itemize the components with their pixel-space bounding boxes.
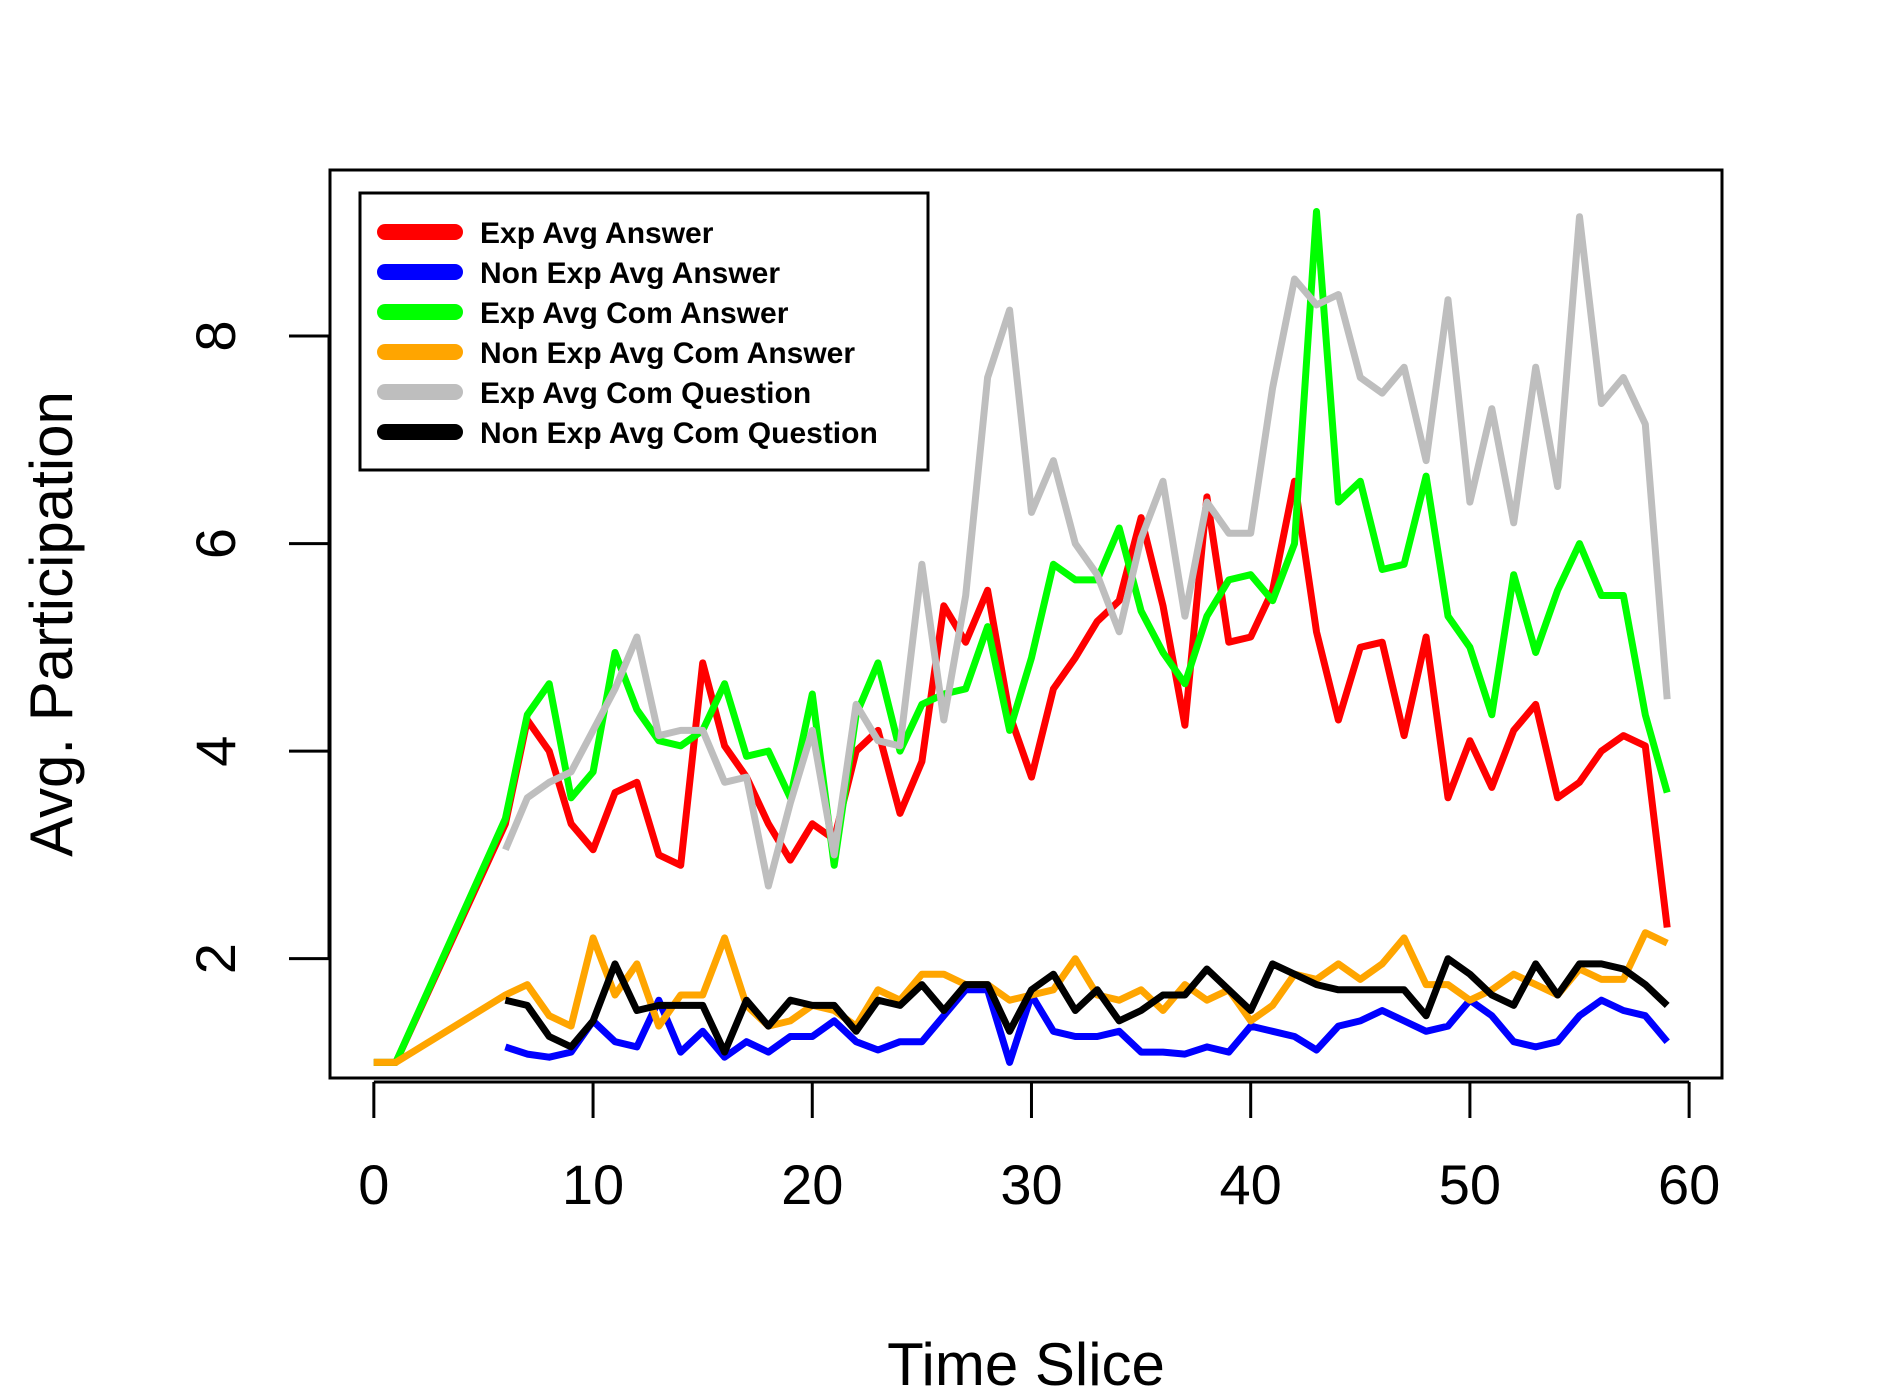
y-tick-label-2: 6 <box>184 528 247 559</box>
legend-label-5: Non Exp Avg Com Question <box>480 417 878 450</box>
x-tick-label-6: 60 <box>1658 1153 1720 1216</box>
x-tick-label-3: 30 <box>1000 1153 1062 1216</box>
x-tick-label-5: 50 <box>1439 1153 1501 1216</box>
series-line-1 <box>504 986 1670 1066</box>
x-tick-label-1: 10 <box>562 1153 624 1216</box>
legend-label-1: Non Exp Avg Answer <box>480 257 780 290</box>
x-tick-label-2: 20 <box>781 1153 843 1216</box>
series-line-3 <box>373 929 1669 1066</box>
legend: Exp Avg Answer Non Exp Avg Answer Exp Avg … <box>358 191 930 472</box>
y-tick-label-1: 4 <box>184 736 247 767</box>
x-tick-label-0: 0 <box>358 1153 389 1216</box>
series-line-5 <box>504 955 1670 1056</box>
x-axis: 0 10 20 30 40 50 60 <box>358 1080 1720 1216</box>
legend-label-3: Non Exp Avg Com Answer <box>480 337 855 370</box>
y-axis-title: Avg. Participation <box>18 391 85 857</box>
y-tick-label-0: 2 <box>184 943 247 974</box>
legend-label-2: Exp Avg Com Answer <box>480 297 789 330</box>
legend-label-0: Exp Avg Answer <box>480 217 714 250</box>
x-tick-label-4: 40 <box>1220 1153 1282 1216</box>
legend-label-4: Exp Avg Com Question <box>480 377 811 410</box>
y-tick-label-3: 8 <box>184 320 247 351</box>
series-line-2 <box>373 208 1671 1066</box>
series-line-0 <box>373 477 1671 1066</box>
x-axis-title: Time Slice <box>887 1331 1165 1398</box>
series-layer <box>373 208 1671 1066</box>
series-line-4 <box>502 213 1671 890</box>
y-axis: 2 4 6 8 <box>184 320 331 974</box>
